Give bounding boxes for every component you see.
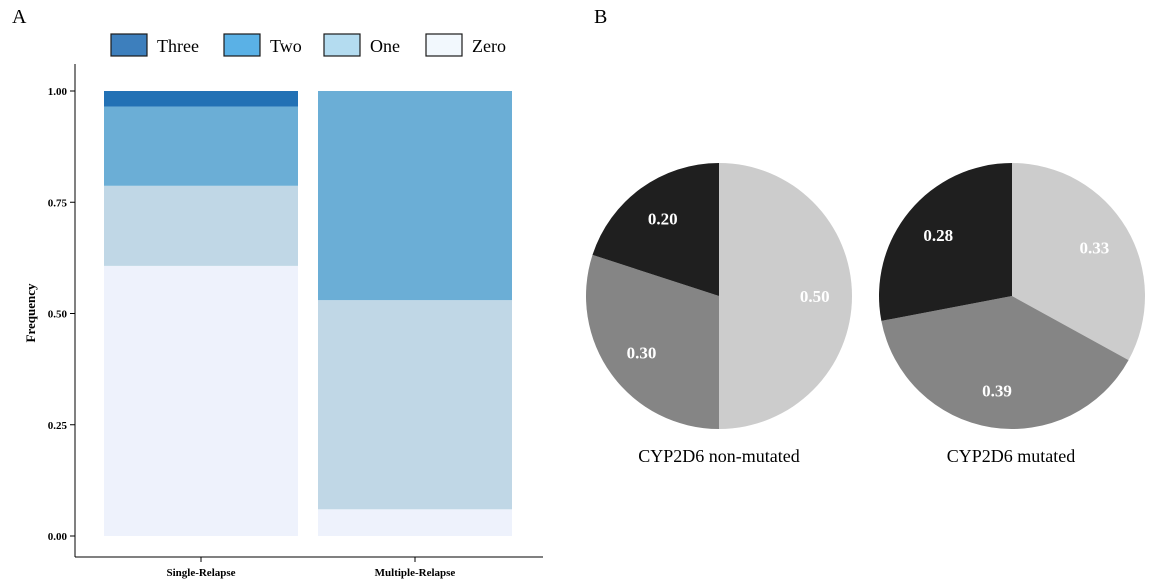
pie-slice-mutated-3 <box>878 163 1012 321</box>
pie-value-label-non-mutated-3: 0.20 <box>648 210 678 229</box>
bars <box>104 91 512 536</box>
bar-segment-two-multiple-relapse <box>318 91 512 301</box>
panel-letter-b: B <box>594 6 607 28</box>
bar-segment-zero-multiple-relapse <box>318 509 512 536</box>
y-ticks: 0.00 0.25 0.50 0.75 1.00 <box>48 86 75 543</box>
x-tick-label-multiple-relapse: Multiple-Relapse <box>375 567 456 579</box>
pie-chart-mutated: 0.33 0.39 0.28 <box>878 163 1145 430</box>
legend: Three Two One Zero <box>110 33 506 57</box>
legend-swatch-one <box>323 33 361 57</box>
y-tick-label: 0.00 <box>48 531 68 543</box>
legend-swatch-zero <box>425 33 463 57</box>
panel-letter-a: A <box>12 6 27 28</box>
pie-value-label-non-mutated-2: 0.30 <box>627 343 657 362</box>
y-tick-label: 0.25 <box>48 420 68 432</box>
pie-title-mutated: CYP2D6 mutated <box>947 446 1076 466</box>
bar-segment-one-multiple-relapse <box>318 300 512 510</box>
legend-label-zero: Zero <box>472 36 506 56</box>
stacked-bar-chart: 0.00 0.25 0.50 0.75 1.00 Single-Relapse Multi… <box>23 64 543 579</box>
pie-slice-non-mutated-3 <box>592 163 719 296</box>
x-ticks: Single-Relapse Multiple-Relapse <box>166 557 455 579</box>
x-tick-label-single-relapse: Single-Relapse <box>166 567 235 579</box>
legend-label-one: One <box>370 36 400 56</box>
legend-label-three: Three <box>157 36 199 56</box>
pie-slice-mutated-2 <box>881 296 1129 430</box>
y-tick-label: 0.50 <box>48 309 68 321</box>
pie-slice-non-mutated-1 <box>719 163 852 429</box>
pie-value-label-non-mutated-1: 0.50 <box>800 287 830 306</box>
bar-segment-zero-single-relapse <box>104 265 298 536</box>
legend-swatch-two <box>223 33 261 57</box>
pie-slice-mutated-1 <box>1012 163 1145 361</box>
pie-slice-non-mutated-2 <box>585 254 719 429</box>
y-axis-title: Frequency <box>23 283 38 342</box>
legend-label-two: Two <box>270 36 302 56</box>
pie-chart-non-mutated: 0.50 0.30 0.20 <box>585 163 852 429</box>
pie-value-label-mutated-2: 0.39 <box>982 382 1012 401</box>
bar-segment-three-single-relapse <box>104 91 298 107</box>
legend-swatch-three <box>110 33 148 57</box>
bar-segment-two-single-relapse <box>104 106 298 186</box>
pie-title-non-mutated: CYP2D6 non-mutated <box>638 446 800 466</box>
pie-value-label-mutated-1: 0.33 <box>1080 238 1110 257</box>
y-tick-label: 1.00 <box>48 86 68 98</box>
bar-segment-one-single-relapse <box>104 185 298 266</box>
pie-value-label-mutated-3: 0.28 <box>923 226 953 245</box>
y-tick-label: 0.75 <box>48 197 68 209</box>
